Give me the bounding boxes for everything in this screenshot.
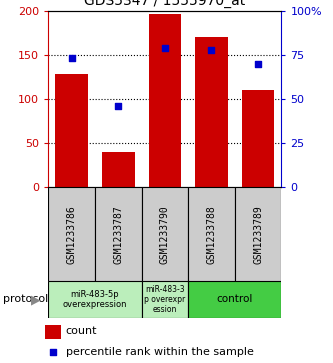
Text: GSM1233788: GSM1233788 (206, 205, 216, 264)
Bar (235, 187, 281, 281)
Bar (188, 187, 235, 281)
Title: GDS5347 / 1555970_at: GDS5347 / 1555970_at (84, 0, 245, 8)
Bar (242, 90, 274, 187)
Text: count: count (66, 326, 97, 337)
Text: GSM1233786: GSM1233786 (67, 205, 77, 264)
Text: GSM1233787: GSM1233787 (113, 205, 123, 264)
Bar (95, 187, 142, 281)
Text: percentile rank within the sample: percentile rank within the sample (66, 347, 253, 357)
Point (50, 349, 55, 355)
Bar (48, 187, 95, 281)
Bar (45, 325, 61, 339)
Point (69, 56, 74, 61)
Text: ▶: ▶ (31, 293, 41, 306)
Bar (48, 281, 142, 318)
Text: protocol: protocol (3, 294, 49, 305)
Text: miR-483-3
p overexpr
ession: miR-483-3 p overexpr ession (144, 285, 185, 314)
Bar (55, 74, 88, 187)
Bar (149, 15, 181, 187)
Bar (195, 37, 228, 187)
Bar (188, 281, 281, 318)
Point (116, 103, 121, 109)
Text: control: control (216, 294, 253, 305)
Text: GSM1233790: GSM1233790 (160, 205, 170, 264)
Text: miR-483-5p
overexpression: miR-483-5p overexpression (63, 290, 127, 309)
Point (209, 47, 214, 53)
Text: GSM1233789: GSM1233789 (253, 205, 263, 264)
Bar (142, 187, 188, 281)
Point (255, 61, 261, 67)
Bar (142, 281, 188, 318)
Point (162, 45, 167, 51)
Bar (102, 152, 135, 187)
